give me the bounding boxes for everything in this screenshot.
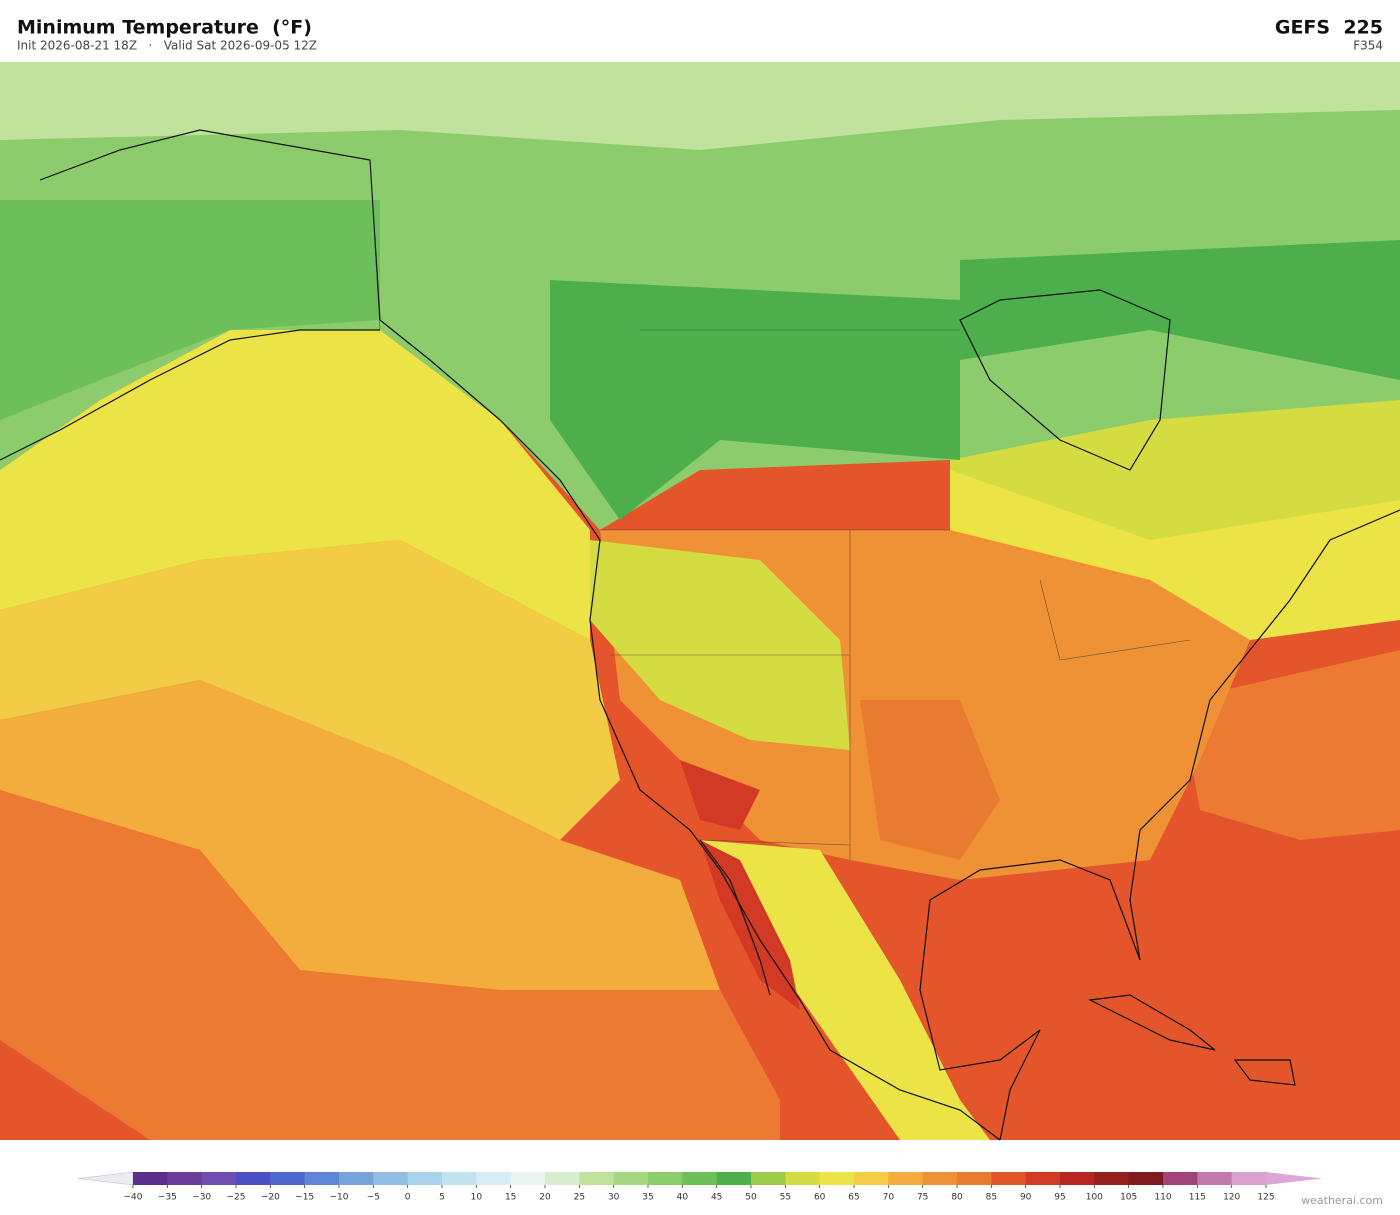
- colorbar-tick-label: 35: [642, 1193, 653, 1203]
- colorbar-tick-label: 15: [505, 1193, 516, 1203]
- colorbar-bin: [888, 1172, 924, 1185]
- colorbar-tick-label: −30: [192, 1193, 211, 1203]
- colorbar-bin: [957, 1172, 992, 1185]
- credit: weatherai.com: [1301, 1194, 1383, 1207]
- colorbar-bin: [819, 1172, 855, 1185]
- temp-field: [0, 62, 1400, 150]
- colorbar-bin: [1163, 1172, 1198, 1185]
- temp-field: [0, 790, 780, 1140]
- coastline: [0, 329, 380, 461]
- colorbar-bin: [785, 1172, 821, 1185]
- colorbar-bin: [545, 1172, 580, 1185]
- colorbar-tick-label: −35: [158, 1193, 177, 1203]
- coastline: [699, 839, 771, 996]
- colorbar-bin: [1025, 1172, 1061, 1185]
- colorbar-tick-label: −15: [295, 1193, 314, 1203]
- colorbar-bin: [442, 1172, 477, 1185]
- colorbar-under: [77, 1171, 134, 1186]
- colorbar-bin: [991, 1172, 1027, 1185]
- temp-field: [860, 700, 1000, 860]
- temp-field: [0, 680, 720, 990]
- temp-field: [700, 840, 990, 1140]
- colorbar-bin: [407, 1172, 443, 1185]
- subtitle: Init 2026-08-21 18Z · Valid Sat 2026-09-…: [17, 39, 317, 53]
- colorbar-bin: [1231, 1172, 1267, 1185]
- colorbar-tick-label: −20: [261, 1193, 280, 1203]
- colorbar-over: [1266, 1172, 1322, 1185]
- colorbar-bin: [1197, 1172, 1233, 1185]
- colorbar-tick-label: 115: [1189, 1193, 1206, 1203]
- colorbar-tick-label: 110: [1154, 1193, 1171, 1203]
- colorbar-bin: [1094, 1172, 1130, 1185]
- colorbar-bin: [648, 1172, 683, 1185]
- colorbar-tick-label: 30: [608, 1193, 620, 1203]
- colorbar-tick-label: −40: [124, 1193, 143, 1203]
- colorbar-tick-label: 85: [986, 1193, 997, 1203]
- colorbar-bin: [339, 1172, 374, 1185]
- borders: [369, 159, 1191, 860]
- model-label: GEFS 225: [1275, 17, 1383, 39]
- colorbar-tick-label: 60: [814, 1193, 826, 1203]
- temp-field: [590, 540, 850, 750]
- colorbar-tick-label: 0: [405, 1193, 411, 1203]
- colorbar-bin: [1128, 1172, 1164, 1185]
- title: Minimum Temperature (°F): [17, 17, 312, 39]
- colorbar-bin: [304, 1172, 340, 1185]
- island: [1233, 1059, 1296, 1086]
- colorbar-tick-label: 80: [951, 1193, 963, 1203]
- colorbar-tick-label: 75: [917, 1193, 928, 1203]
- colorbar-bin: [922, 1172, 958, 1185]
- coastline: [919, 509, 1400, 1141]
- colorbar-bin: [751, 1172, 786, 1185]
- temp-field: [960, 240, 1400, 380]
- colorbar-bin: [854, 1172, 889, 1185]
- colorbar-bin: [133, 1172, 168, 1185]
- colorbar-tick-label: 95: [1054, 1193, 1065, 1203]
- colorbar-bin: [373, 1172, 409, 1185]
- colorbar-tick-label: 5: [439, 1193, 445, 1203]
- colorbar-tick-label: 50: [745, 1193, 757, 1203]
- hudson-bay: [959, 289, 1171, 471]
- temp-field: [0, 200, 380, 420]
- colorbar-bin: [682, 1172, 718, 1185]
- colorbar-bin: [476, 1172, 512, 1185]
- colorbar-bin: [201, 1172, 237, 1185]
- colorbar-tick-label: −25: [227, 1193, 246, 1203]
- colorbar-bin: [236, 1172, 271, 1185]
- temp-field: [550, 280, 960, 520]
- colorbar: −40 −35 −30 −25 −20 −15 −10 −5 0 5 10 15 20 25 30 35 40 4…: [77, 1171, 1322, 1203]
- colorbar-tick-label: 90: [1020, 1193, 1032, 1203]
- colorbar-tick-label: 45: [711, 1193, 722, 1203]
- colorbar-tick-label: −10: [330, 1193, 349, 1203]
- colorbar-tick-label: 70: [883, 1193, 895, 1203]
- forecast-hour: F354: [1353, 39, 1383, 53]
- colorbar-bin: [1060, 1172, 1095, 1185]
- colorbar-tick-label: 55: [780, 1193, 791, 1203]
- colorbar-tick-label: 40: [677, 1193, 689, 1203]
- colorbar-tick-label: 10: [471, 1193, 483, 1203]
- colorbar-tick-label: 120: [1223, 1193, 1240, 1203]
- colorbar-tick-label: 105: [1120, 1193, 1137, 1203]
- colorbar-tick-label: 100: [1086, 1193, 1103, 1203]
- colorbar-bin: [579, 1172, 615, 1185]
- temp-field: [0, 330, 590, 640]
- colorbar-bin: [716, 1172, 752, 1185]
- map: [0, 62, 1400, 1141]
- colorbar-bin: [510, 1172, 546, 1185]
- colorbar-tick-label: 25: [574, 1193, 585, 1203]
- colorbar-tick-label: −5: [367, 1193, 380, 1203]
- temp-field: [1180, 650, 1400, 840]
- colorbar-tick-label: 65: [848, 1193, 859, 1203]
- colorbar-bin: [613, 1172, 649, 1185]
- temp-field: [700, 840, 800, 1010]
- colorbar-tick-label: 20: [539, 1193, 551, 1203]
- island: [1087, 994, 1216, 1051]
- colorbar-bin: [167, 1172, 203, 1185]
- temp-field: [680, 760, 760, 830]
- colorbar-tick-label: 125: [1257, 1193, 1274, 1203]
- temp-field: [0, 540, 620, 840]
- colorbar-bin: [270, 1172, 306, 1185]
